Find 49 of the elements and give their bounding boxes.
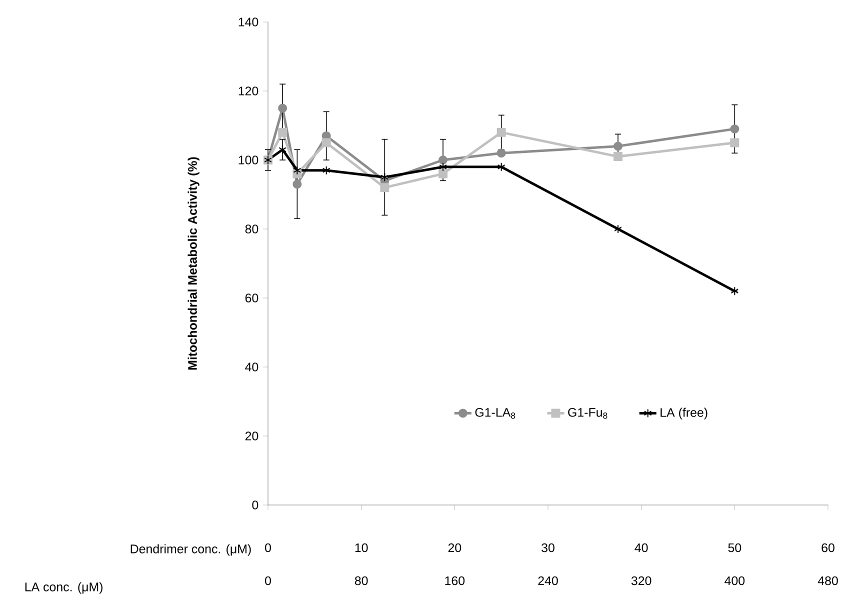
- x2-tick-label: 320: [631, 576, 652, 586]
- y-tick-label: 60: [245, 294, 258, 302]
- y-tick-label: 20: [245, 432, 258, 440]
- x-tick-label: 40: [634, 543, 648, 552]
- point: [322, 138, 331, 148]
- point: [380, 183, 390, 192]
- x-axis-title: Dendrimer conc. (μM): [130, 544, 251, 556]
- point: [614, 142, 623, 151]
- y-tick-label: 80: [245, 224, 258, 234]
- y-axis-title: Mitochondrial Metabolic Activity (%): [188, 157, 200, 370]
- x-tick-label: 10: [355, 543, 368, 552]
- point: [438, 155, 448, 164]
- legend-label: LA (free): [660, 408, 708, 420]
- y-tick-label: 140: [238, 18, 258, 26]
- x2-tick-label: 160: [445, 576, 465, 586]
- point: [439, 162, 447, 172]
- point: [322, 166, 330, 175]
- y-tick-label: 40: [245, 362, 258, 372]
- point: [730, 286, 739, 296]
- point: [278, 145, 287, 154]
- x-tick-label: 60: [822, 543, 834, 552]
- x2-tick-label: 240: [538, 576, 558, 586]
- point: [293, 166, 302, 175]
- legend-label: G1-Fu$_{8}$: [568, 408, 608, 419]
- point: [438, 169, 448, 178]
- point: [278, 128, 288, 137]
- point: [278, 104, 288, 113]
- y-tick-label: 0: [252, 500, 258, 510]
- point: [497, 162, 506, 172]
- point: [730, 138, 740, 148]
- x-tick-label: 50: [728, 543, 742, 552]
- y-tick-label: 120: [238, 86, 258, 96]
- point: [614, 224, 622, 234]
- legend-label: G1-LA$_{8}$: [475, 408, 516, 419]
- x2-axis-title: LA conc. (μM): [25, 582, 102, 594]
- x2-tick-label: 480: [818, 576, 838, 586]
- x-tick-label: 0: [265, 543, 271, 552]
- point: [292, 180, 302, 189]
- x-tick-label: 30: [542, 543, 554, 552]
- point: [730, 124, 740, 134]
- x2-tick-label: 400: [724, 576, 745, 586]
- point: [496, 148, 506, 158]
- x-tick-label: 20: [448, 543, 462, 552]
- point: [614, 152, 623, 162]
- x2-tick-label: 0: [265, 576, 271, 586]
- point: [496, 128, 506, 137]
- x2-tick-label: 80: [354, 576, 368, 586]
- point: [380, 172, 389, 182]
- y-tick-label: 100: [238, 156, 258, 164]
